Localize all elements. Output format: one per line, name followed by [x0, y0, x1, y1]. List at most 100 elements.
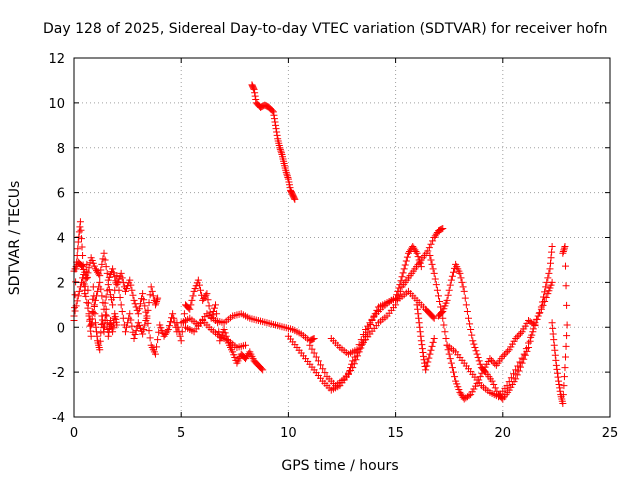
- data-point: [166, 318, 174, 326]
- data-point: [562, 282, 570, 290]
- data-point: [104, 281, 112, 289]
- data-point: [117, 301, 125, 309]
- data-point: [446, 281, 454, 289]
- data-point: [426, 251, 434, 259]
- data-point: [449, 268, 457, 276]
- data-point: [85, 264, 93, 272]
- data-point: [359, 331, 367, 339]
- data-point: [88, 320, 96, 328]
- data-point: [560, 382, 568, 390]
- data-point: [276, 145, 284, 153]
- data-point: [433, 286, 441, 294]
- data-point: [429, 338, 437, 346]
- data-point: [457, 274, 465, 282]
- data-point: [556, 384, 564, 392]
- data-point: [546, 265, 554, 273]
- data-point: [526, 337, 534, 345]
- data-point: [491, 360, 499, 368]
- data-point: [93, 332, 101, 340]
- data-point: [563, 332, 571, 340]
- data-point: [394, 287, 402, 295]
- data-point: [110, 294, 118, 302]
- data-point: [194, 276, 202, 284]
- data-point: [531, 322, 539, 330]
- data-point: [430, 269, 438, 277]
- data-point: [448, 272, 456, 280]
- data-point: [414, 305, 422, 313]
- data-point: [415, 256, 423, 264]
- data-point: [423, 362, 431, 370]
- y-tick-label: 2: [57, 276, 65, 291]
- data-point: [522, 345, 530, 353]
- data-point: [512, 334, 520, 342]
- data-point: [101, 256, 109, 264]
- y-tick-label: 0: [57, 321, 65, 336]
- data-point: [282, 168, 290, 176]
- axes: 0 5 10 15 20 25 -4 -2 0 2 4 6 8 10 12: [48, 52, 618, 441]
- data-point: [97, 329, 105, 337]
- data-point: [476, 373, 484, 381]
- data-point: [463, 308, 471, 316]
- data-point: [540, 293, 548, 301]
- x-tick-label: 5: [177, 426, 185, 441]
- data-point: [559, 248, 567, 256]
- data-point: [110, 314, 118, 322]
- data-point: [459, 283, 467, 291]
- data-point: [270, 115, 278, 123]
- data-point: [536, 309, 544, 317]
- data-point: [121, 328, 129, 336]
- data-point: [312, 353, 320, 361]
- data-point: [549, 324, 557, 332]
- data-point: [436, 297, 444, 305]
- data-point: [273, 131, 281, 139]
- data-point: [186, 305, 194, 313]
- series-track-8: [284, 225, 447, 394]
- data-point: [395, 284, 403, 292]
- data-point: [310, 334, 318, 342]
- data-point: [169, 310, 177, 318]
- data-point: [105, 286, 113, 294]
- data-point: [149, 292, 157, 300]
- data-point: [397, 277, 405, 285]
- data-point: [529, 328, 537, 336]
- data-point: [352, 356, 360, 364]
- data-point: [448, 364, 456, 372]
- data-point: [79, 251, 87, 259]
- data-point: [127, 316, 135, 324]
- series-track-1: [70, 218, 121, 354]
- data-point: [147, 283, 155, 291]
- data-point: [476, 360, 484, 368]
- data-point: [466, 320, 474, 328]
- data-point: [545, 269, 553, 277]
- data-point: [354, 352, 362, 360]
- data-point: [87, 327, 95, 335]
- data-point: [84, 269, 92, 277]
- data-point: [490, 380, 498, 388]
- y-tick-label: -2: [52, 366, 65, 381]
- data-point: [96, 278, 104, 286]
- data-point: [104, 332, 112, 340]
- data-point: [154, 294, 162, 302]
- data-point: [443, 296, 451, 304]
- data-point: [146, 334, 154, 342]
- data-point: [447, 276, 455, 284]
- data-point: [272, 121, 280, 129]
- data-point: [310, 349, 318, 357]
- data-point: [152, 299, 160, 307]
- data-point: [290, 194, 298, 202]
- data-point: [273, 128, 281, 136]
- data-point: [213, 310, 221, 318]
- chart-title: Day 128 of 2025, Sidereal Day-to-day VTE…: [43, 21, 607, 37]
- data-point: [421, 363, 429, 371]
- data-point: [141, 302, 149, 310]
- data-point: [548, 319, 556, 327]
- data-point: [396, 281, 404, 289]
- data-point: [73, 297, 81, 305]
- data-point: [103, 312, 111, 320]
- data-point: [89, 309, 97, 317]
- data-point: [500, 351, 508, 359]
- data-point: [140, 296, 148, 304]
- data-point: [426, 350, 434, 358]
- data-point: [321, 369, 329, 377]
